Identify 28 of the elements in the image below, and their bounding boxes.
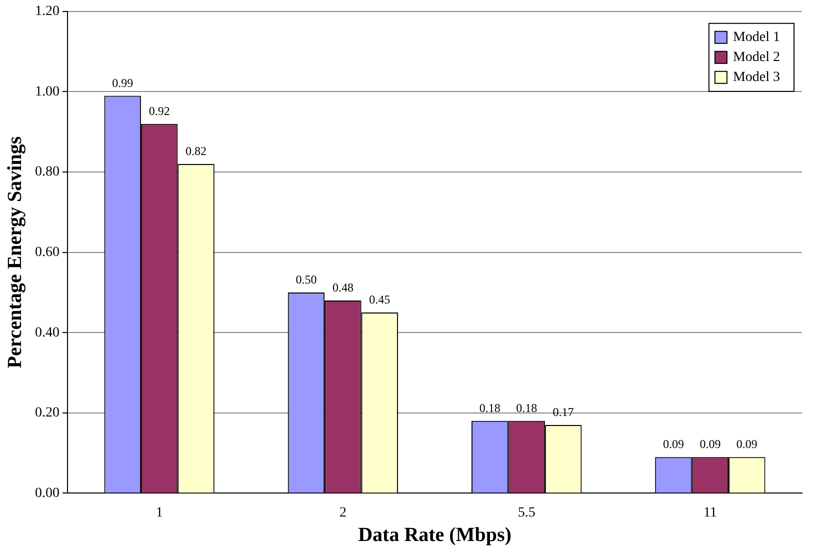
legend-label: Model 1 — [732, 30, 780, 46]
data-label: 0.17 — [552, 405, 574, 420]
x-tick-label: 11 — [703, 505, 717, 520]
x-tick-label: 2 — [339, 505, 346, 520]
data-label: 0.99 — [112, 76, 134, 90]
data-label: 0.09 — [700, 437, 721, 452]
y-tick-label: 0.20 — [35, 406, 60, 421]
y-tick-label: 0.40 — [35, 325, 60, 340]
data-label: 0.09 — [662, 437, 684, 452]
y-axis-title: Percentage Energy Savings — [4, 136, 26, 368]
data-label: 0.92 — [148, 104, 170, 118]
y-tick-label: 1.20 — [35, 4, 60, 20]
legend-label: Model 2 — [732, 50, 780, 66]
y-tick-label: 1.00 — [35, 84, 60, 100]
y-tick-label: 0.60 — [35, 244, 60, 260]
data-label: 0.09 — [736, 437, 758, 452]
x-tick-label: 1 — [156, 505, 163, 520]
data-label: 0.45 — [369, 292, 390, 307]
y-tick-label: 0.80 — [35, 164, 60, 180]
data-label: 0.82 — [186, 144, 207, 158]
data-label: 0.50 — [296, 272, 317, 287]
data-label: 0.48 — [332, 280, 354, 295]
x-tick-label: 5.5 — [518, 505, 536, 520]
data-label: 0.18 — [516, 401, 538, 416]
legend-label: Model 3 — [732, 70, 780, 86]
data-label: 0.18 — [479, 401, 500, 416]
y-tick-label: 0.00 — [35, 486, 60, 501]
x-axis-title: Data Rate (Mbps) — [358, 524, 512, 546]
